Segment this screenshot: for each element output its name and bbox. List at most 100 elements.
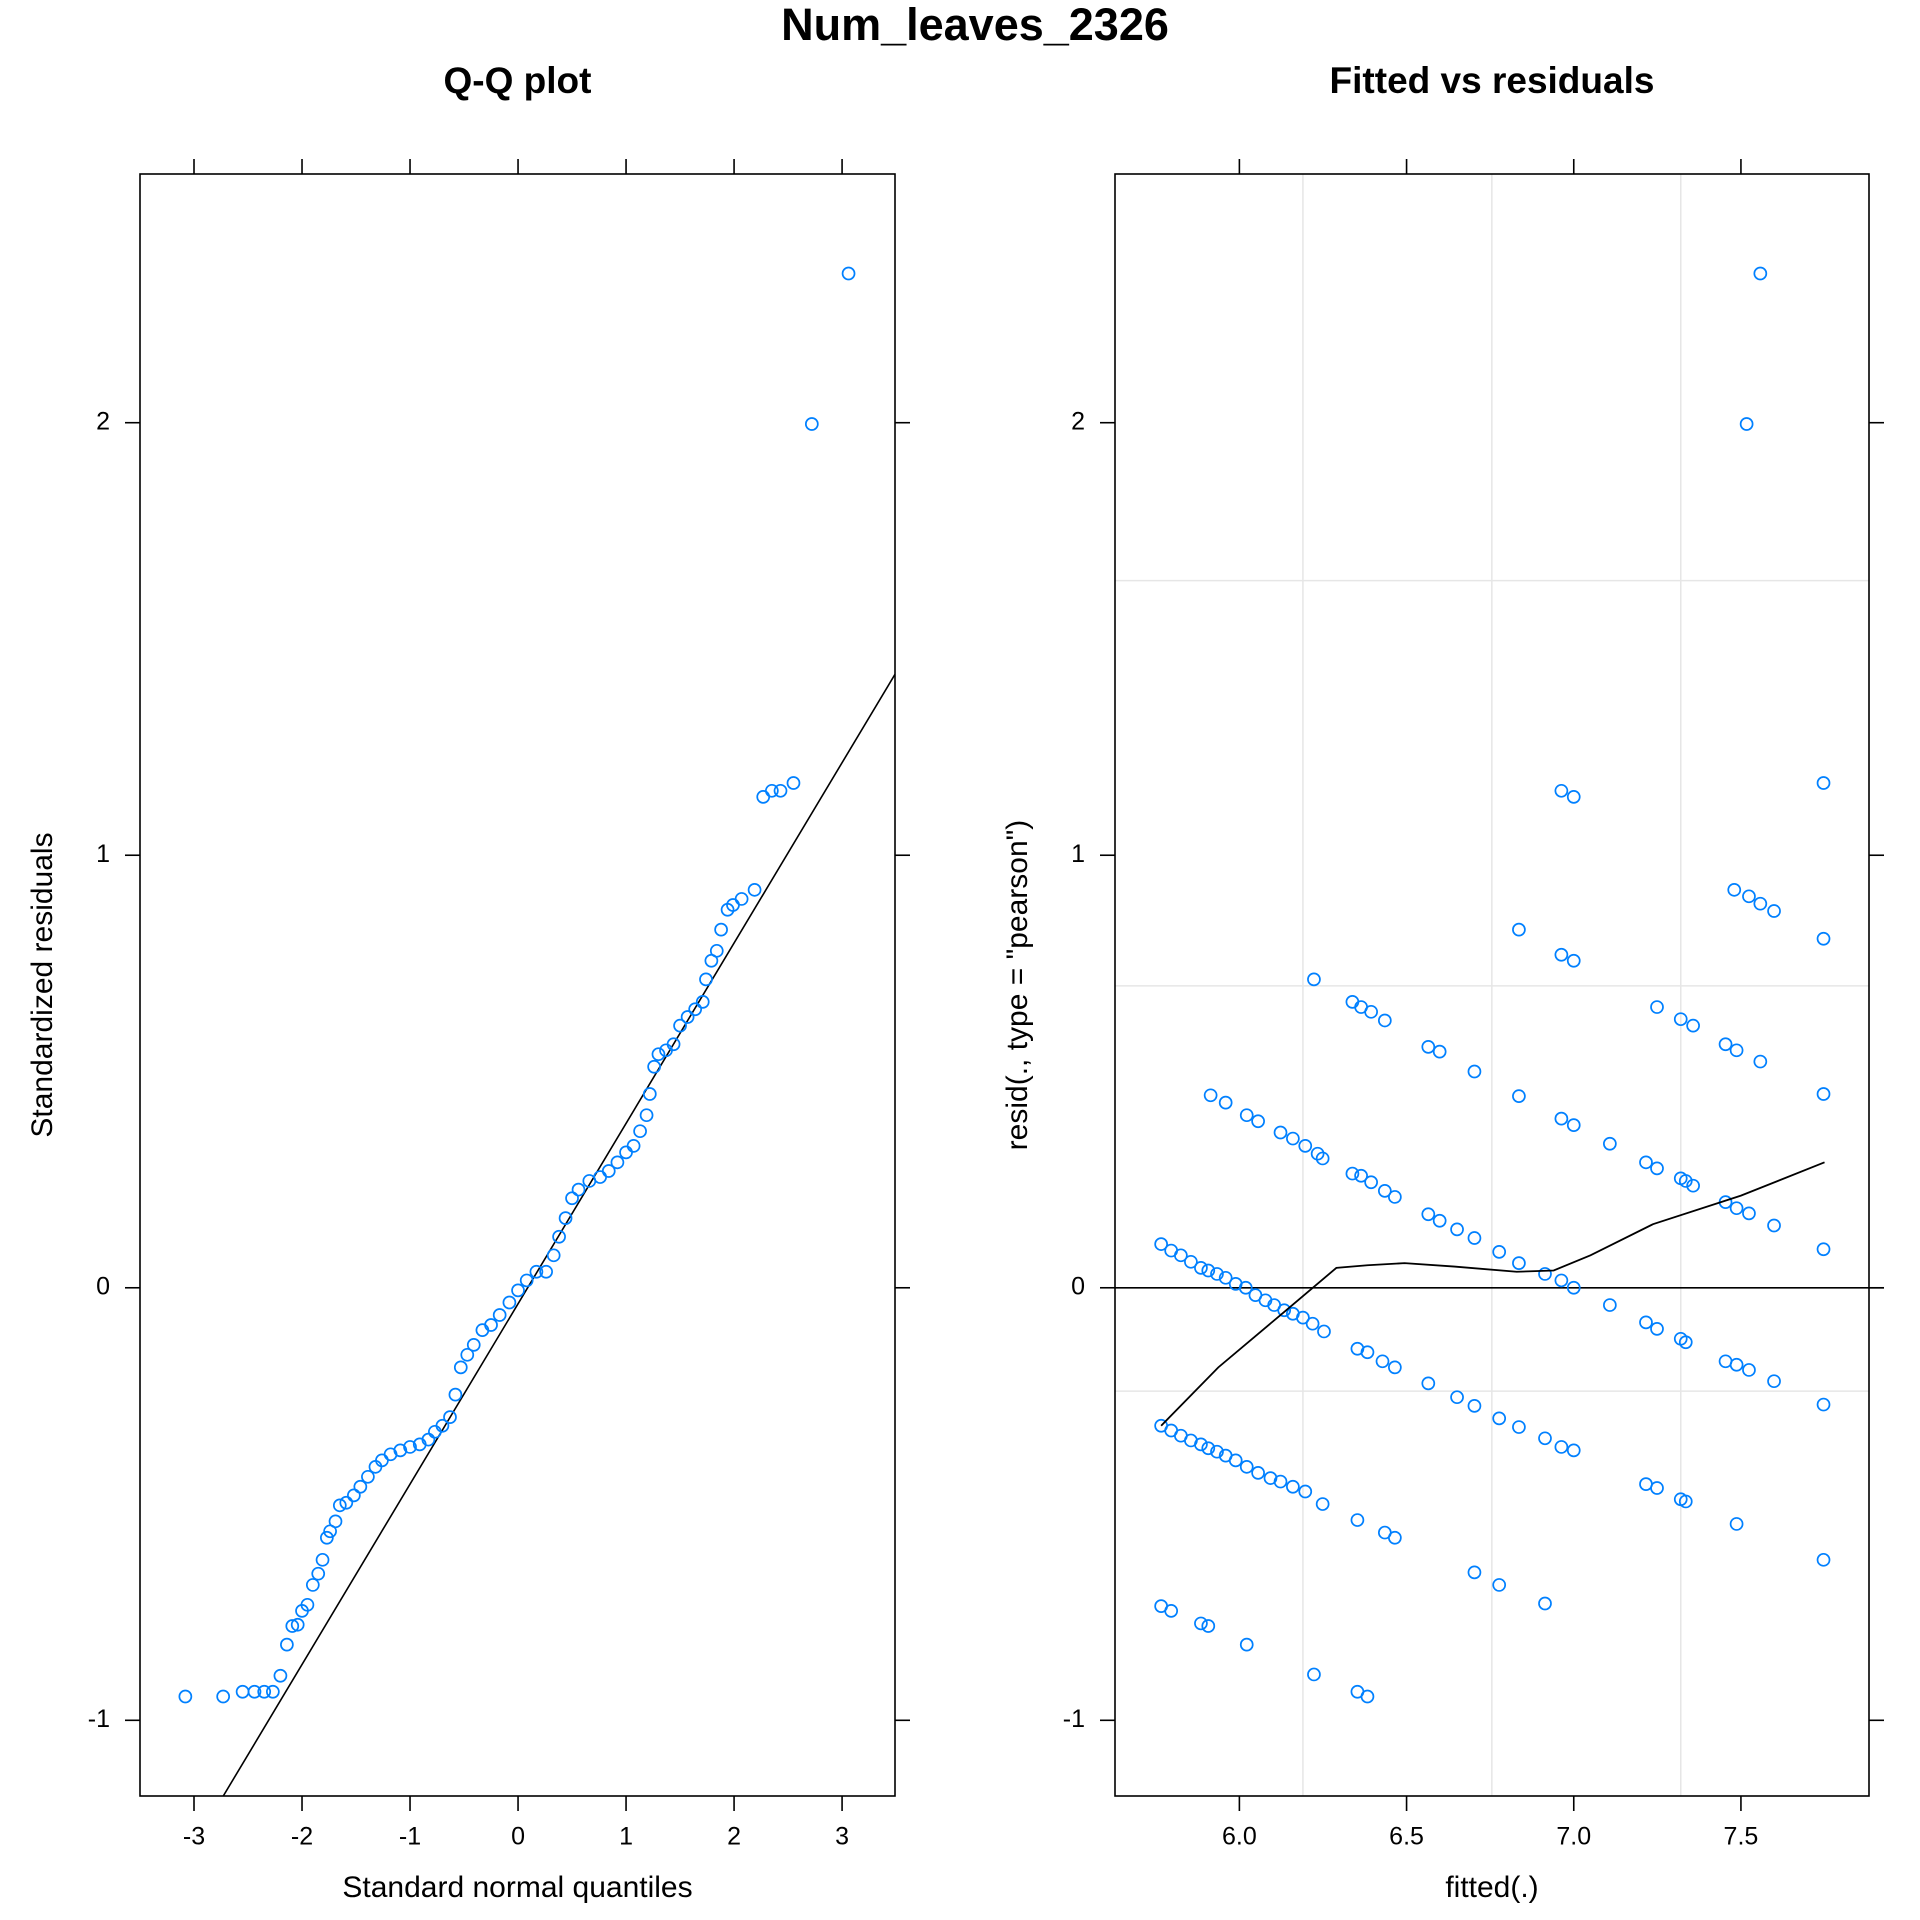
- point: [1753, 266, 1768, 281]
- point: [1210, 1267, 1224, 1281]
- point: [1727, 882, 1742, 897]
- point: [435, 1418, 450, 1433]
- point: [1239, 1637, 1254, 1652]
- point: [1432, 1213, 1447, 1228]
- point: [1194, 1616, 1208, 1631]
- point: [460, 1347, 475, 1362]
- point: [1566, 953, 1581, 968]
- point: [1388, 1190, 1402, 1204]
- point: [1538, 1431, 1552, 1446]
- point: [178, 1689, 193, 1704]
- point: [1566, 789, 1581, 804]
- point: [714, 922, 728, 937]
- x-tick-label: 6.0: [1222, 1823, 1257, 1851]
- point: [642, 1087, 657, 1101]
- x-tick-label: 6.5: [1389, 1823, 1424, 1851]
- x-axis-label: fitted(.): [1445, 1871, 1538, 1904]
- x-tick-label: -2: [291, 1823, 313, 1851]
- point: [1286, 1479, 1300, 1494]
- point: [639, 1108, 654, 1123]
- x-axis-label: Standard normal quantiles: [342, 1871, 692, 1904]
- point: [300, 1597, 315, 1612]
- point: [1310, 1146, 1325, 1161]
- point: [1315, 1151, 1330, 1166]
- point: [558, 1211, 573, 1225]
- point: [1307, 1667, 1321, 1682]
- point: [539, 1264, 553, 1279]
- point: [1603, 1136, 1617, 1151]
- point: [1184, 1254, 1198, 1269]
- point: [747, 882, 762, 897]
- point: [1467, 1565, 1482, 1580]
- x-tick-label: 2: [727, 1823, 741, 1851]
- point: [695, 995, 710, 1009]
- point: [1739, 417, 1754, 431]
- point: [1816, 776, 1831, 790]
- point: [1467, 1231, 1482, 1245]
- point: [1388, 1530, 1402, 1545]
- x-tick-label: -1: [399, 1823, 421, 1851]
- y-axis-label: Standardized residuals: [26, 832, 59, 1137]
- point: [1554, 1440, 1569, 1454]
- point: [353, 1479, 368, 1494]
- point: [502, 1295, 517, 1310]
- point: [1432, 1044, 1447, 1059]
- point: [680, 1010, 695, 1024]
- point: [1296, 1310, 1310, 1325]
- point: [339, 1495, 354, 1510]
- point: [1210, 1444, 1224, 1459]
- y-axis-label: resid(., type = "pearson"): [1001, 820, 1034, 1151]
- point: [1251, 1466, 1265, 1480]
- point: [1450, 1390, 1464, 1405]
- point: [673, 1018, 687, 1033]
- smooth-line: [1160, 1161, 1825, 1427]
- point: [1678, 1174, 1693, 1188]
- point: [1678, 1494, 1693, 1509]
- point: [1298, 1139, 1313, 1153]
- point: [529, 1264, 544, 1279]
- point: [1467, 1399, 1482, 1413]
- point: [1350, 1513, 1365, 1527]
- point: [320, 1530, 334, 1545]
- point: [565, 1191, 579, 1206]
- point: [1238, 1280, 1253, 1295]
- point: [1767, 1218, 1781, 1233]
- point: [1512, 1256, 1526, 1270]
- point: [290, 1617, 305, 1632]
- point: [610, 1155, 625, 1170]
- point: [1650, 1000, 1664, 1014]
- point: [1174, 1248, 1188, 1263]
- y-tick-label: 2: [96, 407, 110, 435]
- point: [1273, 1125, 1288, 1140]
- x-tick-label: 0: [511, 1823, 525, 1851]
- point: [1218, 1095, 1233, 1110]
- point: [699, 972, 713, 987]
- point: [235, 1684, 250, 1699]
- point: [1377, 1184, 1392, 1198]
- x-tick-label: 3: [835, 1823, 849, 1851]
- point: [1767, 904, 1781, 918]
- x-tick-label: -3: [183, 1823, 205, 1851]
- point: [734, 892, 749, 906]
- point: [552, 1229, 566, 1244]
- point: [332, 1498, 347, 1513]
- point: [1315, 1497, 1330, 1511]
- point: [311, 1566, 326, 1581]
- point: [1816, 1242, 1831, 1257]
- point: [448, 1387, 463, 1402]
- point: [1554, 1273, 1569, 1288]
- point: [1538, 1267, 1552, 1281]
- point: [1492, 1578, 1507, 1592]
- point: [1554, 1111, 1569, 1126]
- point: [1164, 1604, 1179, 1618]
- point: [1816, 1397, 1831, 1412]
- point: [453, 1360, 468, 1375]
- point: [688, 1002, 703, 1017]
- point: [1639, 1315, 1653, 1330]
- y-tick-label: -1: [1063, 1705, 1085, 1733]
- point: [1421, 1376, 1436, 1391]
- point: [1364, 1004, 1378, 1019]
- point: [1650, 1481, 1664, 1495]
- point: [1203, 1088, 1218, 1103]
